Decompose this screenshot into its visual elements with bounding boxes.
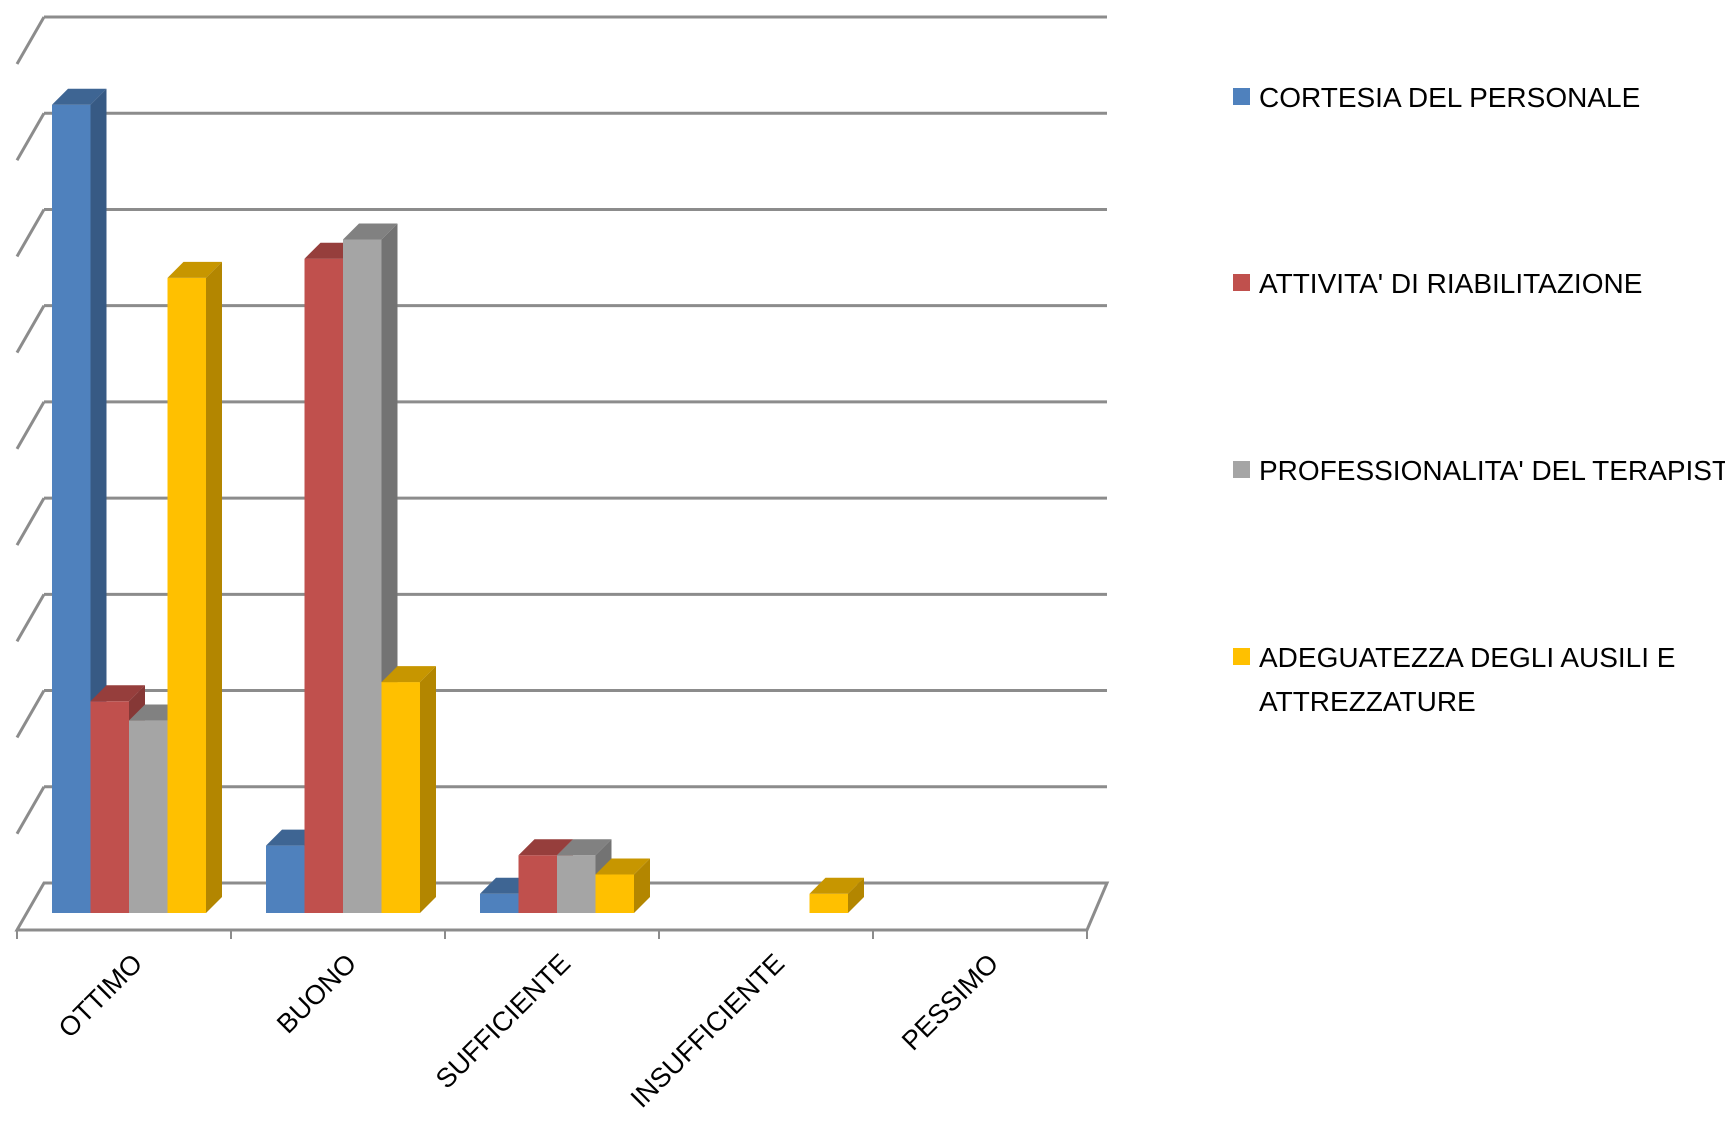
gridline-depth	[15, 689, 46, 739]
bar	[381, 666, 436, 913]
bar-top	[343, 223, 398, 240]
bar-top	[595, 858, 650, 875]
bar-top	[90, 685, 145, 702]
bar-side	[634, 858, 650, 913]
legend-swatch	[1233, 274, 1250, 291]
bar-front	[480, 893, 519, 913]
bar-top	[809, 877, 864, 894]
bar-top	[381, 666, 436, 683]
legend-label-line: ADEGUATEZZA DEGLI AUSILI E	[1259, 642, 1676, 673]
legend-label-line: PROFESSIONALITA' DEL TERAPISTA	[1259, 455, 1725, 486]
gridline-depth	[15, 497, 46, 546]
legend-label-line: ATTIVITA' DI RIABILITAZIONE	[1259, 268, 1642, 299]
gridline-depth	[15, 16, 46, 65]
legend: CORTESIA DEL PERSONALE ATTIVITA' DI RIABI…	[1233, 82, 1725, 717]
category-label: PESSIMO	[896, 948, 1004, 1056]
category-axis: OTTIMO BUONO SUFFICIENTE INSUFFICIENTE PESSI…	[16, 928, 1088, 1114]
category-label: BUONO	[271, 948, 362, 1039]
legend-label: CORTESIA DEL PERSONALE	[1259, 82, 1640, 113]
bar	[595, 858, 650, 913]
bar-front	[266, 845, 305, 913]
bar-side	[206, 261, 222, 913]
bar-front	[90, 701, 129, 913]
legend-label: PROFESSIONALITA' DEL TERAPISTA	[1259, 455, 1725, 486]
category-label: SUFFICIENTE	[430, 948, 576, 1094]
bar-top	[557, 839, 612, 856]
bar-front	[129, 720, 168, 913]
bar-side	[420, 666, 436, 913]
legend-item: ADEGUATEZZA DEGLI AUSILI E ATTREZZATURE	[1233, 642, 1676, 717]
category-label: OTTIMO	[53, 948, 148, 1043]
bar-front	[167, 277, 206, 913]
gridline-depth	[15, 401, 46, 450]
legend-swatch	[1233, 88, 1250, 105]
gridline-depth	[15, 593, 46, 643]
legend-swatch	[1233, 648, 1250, 665]
bars	[52, 88, 864, 913]
bar-front	[595, 874, 634, 913]
bar-front	[809, 893, 848, 913]
bar-front	[343, 239, 382, 913]
bar-front	[381, 682, 420, 913]
bar-side	[848, 877, 864, 913]
gridline-depth	[15, 208, 46, 258]
bar-front	[52, 104, 91, 913]
bar-front	[518, 855, 557, 913]
legend-item: PROFESSIONALITA' DEL TERAPISTA	[1233, 455, 1725, 486]
bar-front	[557, 855, 596, 913]
legend-item: ATTIVITA' DI RIABILITAZIONE	[1233, 268, 1642, 299]
legend-label: ADEGUATEZZA DEGLI AUSILI E ATTREZZATURE	[1259, 642, 1676, 717]
gridline-depth	[15, 786, 46, 835]
bar	[809, 877, 864, 913]
bar	[167, 261, 222, 913]
legend-label-line: ATTREZZATURE	[1259, 686, 1476, 717]
bar-front	[304, 258, 343, 913]
category-label: INSUFFICIENTE	[625, 948, 790, 1113]
legend-item: CORTESIA DEL PERSONALE	[1233, 82, 1640, 113]
bar-top	[167, 261, 222, 278]
gridline-depth	[15, 304, 46, 354]
legend-swatch	[1233, 461, 1250, 478]
bar-top	[518, 839, 573, 856]
legend-label: ATTIVITA' DI RIABILITAZIONE	[1259, 268, 1642, 299]
bar-top	[52, 88, 107, 105]
legend-label-line: CORTESIA DEL PERSONALE	[1259, 82, 1640, 113]
gridline-depth	[15, 112, 46, 161]
